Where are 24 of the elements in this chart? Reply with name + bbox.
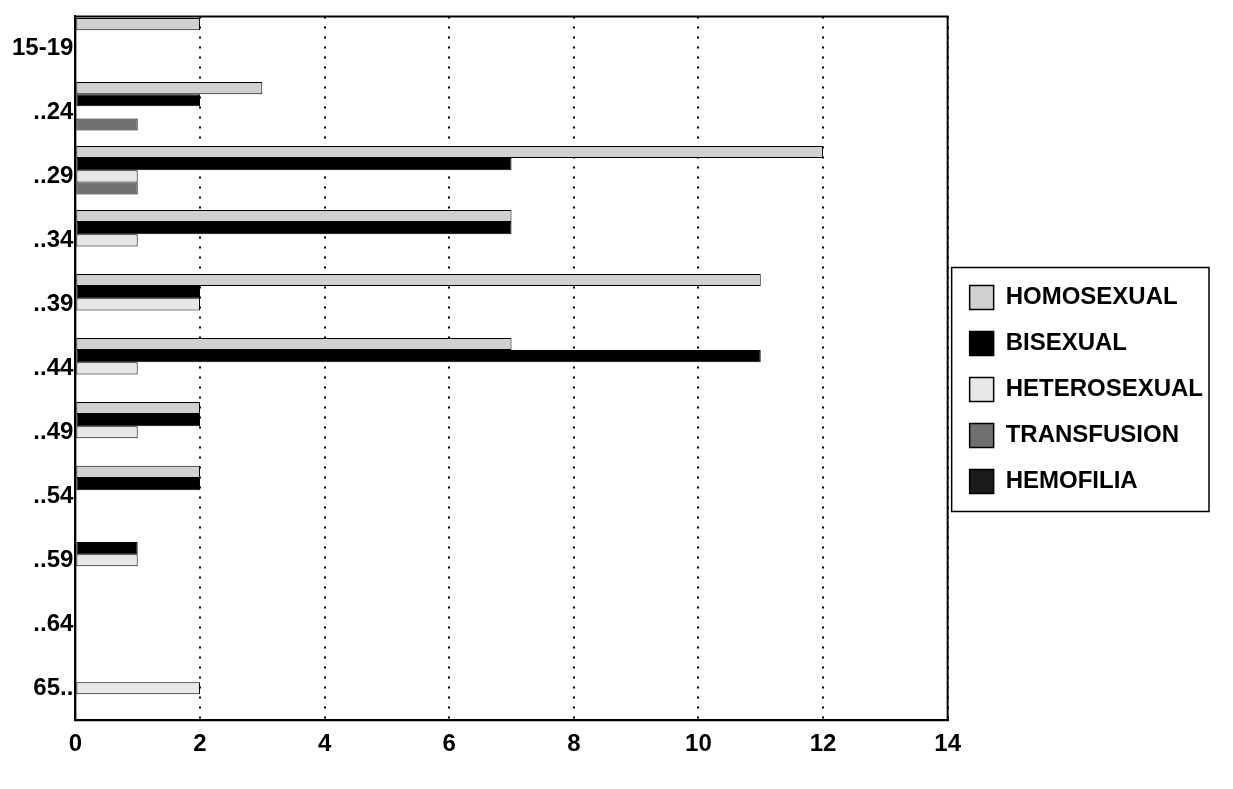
x-tick-label: 0	[68, 729, 83, 757]
y-tick-label: ..64	[33, 608, 75, 636]
x-tick-label: 8	[567, 729, 581, 757]
y-tick-label: ..39	[33, 288, 74, 316]
x-tick-label: 4	[317, 729, 332, 757]
y-tick-label: ..24	[33, 97, 75, 124]
y-tick-label: ..59	[33, 544, 74, 572]
legend-label: TRANSFUSION	[1005, 420, 1179, 448]
y-tick-label: ..44	[33, 352, 75, 380]
x-tick-label: 12	[809, 729, 837, 757]
x-tick-label: 6	[442, 729, 456, 757]
legend-label: HEMOFILIA	[1005, 466, 1138, 494]
y-tick-label: ..49	[33, 416, 74, 444]
y-tick-label: ..54	[33, 480, 75, 508]
y-tick-label: ..34	[33, 224, 75, 252]
x-tick-label: 10	[685, 729, 712, 757]
x-tick-label: 2	[193, 729, 207, 757]
y-tick-label: 15-19	[11, 33, 74, 61]
y-tick-label: 65..	[33, 672, 74, 700]
legend-label: HOMOSEXUAL	[1005, 282, 1178, 310]
legend-label: HETEROSEXUAL	[1005, 374, 1203, 402]
legend-label: BISEXUAL	[1005, 328, 1127, 356]
x-tick-label: 14	[934, 729, 962, 757]
y-tick-label: ..29	[33, 160, 74, 188]
